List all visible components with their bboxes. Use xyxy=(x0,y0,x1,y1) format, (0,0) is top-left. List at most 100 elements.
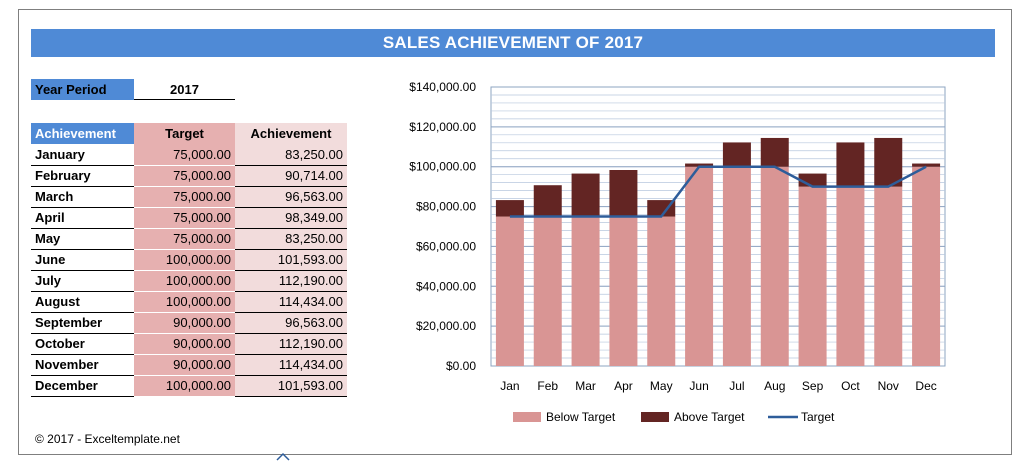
month-cell[interactable]: October xyxy=(31,333,134,355)
legend-below-label: Below Target xyxy=(546,410,616,424)
bar-below-target xyxy=(647,216,676,366)
target-cell[interactable]: 90,000.00 xyxy=(134,333,235,355)
target-cell[interactable]: 75,000.00 xyxy=(134,165,235,187)
table-row: November 90,000.00 114,434.00 xyxy=(31,354,347,376)
table-row: October 90,000.00 112,190.00 xyxy=(31,333,347,355)
table-row: June 100,000.00 101,593.00 xyxy=(31,249,347,271)
bar-below-target xyxy=(836,186,865,366)
month-cell[interactable]: June xyxy=(31,249,134,271)
x-tick-label: Feb xyxy=(537,379,558,393)
achievement-cell[interactable]: 114,434.00 xyxy=(235,354,347,376)
legend-target-label: Target xyxy=(801,410,835,424)
achievement-cell[interactable]: 101,593.00 xyxy=(235,375,347,397)
table-row: August 100,000.00 114,434.00 xyxy=(31,291,347,313)
table-row: December 100,000.00 101,593.00 xyxy=(31,375,347,397)
table-row: February 75,000.00 90,714.00 xyxy=(31,165,347,187)
achievement-cell[interactable]: 114,434.00 xyxy=(235,291,347,313)
year-period-value[interactable]: 2017 xyxy=(134,79,235,100)
target-cell[interactable]: 75,000.00 xyxy=(134,144,235,166)
bar-below-target xyxy=(571,216,600,366)
x-tick-label: Sep xyxy=(802,379,824,393)
y-tick-label: $120,000.00 xyxy=(409,120,476,134)
month-cell[interactable]: July xyxy=(31,270,134,292)
x-tick-label: Aug xyxy=(764,379,785,393)
x-tick-label: Jun xyxy=(689,379,708,393)
achievement-cell[interactable]: 90,714.00 xyxy=(235,165,347,187)
bar-below-target xyxy=(685,166,714,366)
y-tick-label: $80,000.00 xyxy=(416,200,476,214)
target-cell[interactable]: 75,000.00 xyxy=(134,207,235,229)
x-tick-label: Oct xyxy=(841,379,860,393)
table-row: May 75,000.00 83,250.00 xyxy=(31,228,347,250)
plot-area xyxy=(490,86,946,367)
table-row: April 75,000.00 98,349.00 xyxy=(31,207,347,229)
bar-below-target xyxy=(798,186,827,366)
target-cell[interactable]: 100,000.00 xyxy=(134,375,235,397)
target-cell[interactable]: 100,000.00 xyxy=(134,249,235,271)
month-cell[interactable]: September xyxy=(31,312,134,334)
achievement-cell[interactable]: 101,593.00 xyxy=(235,249,347,271)
x-tick-label: May xyxy=(650,379,673,393)
target-cell[interactable]: 100,000.00 xyxy=(134,270,235,292)
y-tick-label: $100,000.00 xyxy=(409,160,476,174)
x-tick-label: Mar xyxy=(575,379,596,393)
target-cell[interactable]: 75,000.00 xyxy=(134,228,235,250)
year-period-label: Year Period xyxy=(31,79,134,100)
table-row: January 75,000.00 83,250.00 xyxy=(31,144,347,166)
month-cell[interactable]: May xyxy=(31,228,134,250)
bar-above-target xyxy=(874,137,903,187)
month-cell[interactable]: December xyxy=(31,375,134,397)
x-tick-label: Apr xyxy=(614,379,633,393)
achievement-cell[interactable]: 112,190.00 xyxy=(235,270,347,292)
bar-below-target xyxy=(533,216,562,366)
month-cell[interactable]: February xyxy=(31,165,134,187)
month-cell[interactable]: November xyxy=(31,354,134,376)
target-cell[interactable]: 90,000.00 xyxy=(134,354,235,376)
y-tick-label: $40,000.00 xyxy=(416,279,476,293)
month-cell[interactable]: August xyxy=(31,291,134,313)
bar-above-target xyxy=(647,200,676,217)
bar-below-target xyxy=(912,166,941,366)
month-cell[interactable]: January xyxy=(31,144,134,166)
achievement-cell[interactable]: 112,190.00 xyxy=(235,333,347,355)
table-row: July 100,000.00 112,190.00 xyxy=(31,270,347,292)
chevron-up-icon xyxy=(276,452,290,461)
bar-above-target xyxy=(571,173,600,217)
x-tick-label: Nov xyxy=(878,379,899,393)
bar-below-target xyxy=(760,166,789,366)
bar-above-target xyxy=(912,163,941,167)
y-tick-label: $0.00 xyxy=(446,359,476,373)
bar-below-target xyxy=(609,216,638,366)
bar-above-target xyxy=(722,142,751,167)
header-achievement: Achievement xyxy=(31,123,134,144)
legend-below-swatch xyxy=(513,412,541,422)
bar-below-target xyxy=(874,186,903,366)
table-header-row: Achievement Target Achievement xyxy=(31,123,347,144)
achievement-cell[interactable]: 83,250.00 xyxy=(235,144,347,166)
bar-above-target xyxy=(760,137,789,167)
x-tick-label: Jul xyxy=(729,379,744,393)
achievement-cell[interactable]: 83,250.00 xyxy=(235,228,347,250)
achievement-cell[interactable]: 96,563.00 xyxy=(235,186,347,208)
y-tick-label: $140,000.00 xyxy=(409,80,476,94)
month-cell[interactable]: April xyxy=(31,207,134,229)
page-title: SALES ACHIEVEMENT OF 2017 xyxy=(31,29,995,57)
target-cell[interactable]: 100,000.00 xyxy=(134,291,235,313)
table-row: September 90,000.00 96,563.00 xyxy=(31,312,347,334)
target-cell[interactable]: 75,000.00 xyxy=(134,186,235,208)
target-line xyxy=(509,165,927,218)
bar-above-target xyxy=(685,163,714,167)
header-achievement-value: Achievement xyxy=(235,123,347,144)
bar-above-target xyxy=(609,170,638,217)
x-tick-label: Jan xyxy=(500,379,519,393)
bar-below-target xyxy=(495,216,524,366)
achievement-cell[interactable]: 96,563.00 xyxy=(235,312,347,334)
month-cell[interactable]: March xyxy=(31,186,134,208)
achievement-cell[interactable]: 98,349.00 xyxy=(235,207,347,229)
legend-above-swatch xyxy=(641,412,669,422)
copyright-text: © 2017 - Exceltemplate.net xyxy=(35,432,180,446)
target-cell[interactable]: 90,000.00 xyxy=(134,312,235,334)
y-tick-label: $20,000.00 xyxy=(416,319,476,333)
bar-below-target xyxy=(722,166,751,366)
x-tick-label: Dec xyxy=(915,379,936,393)
